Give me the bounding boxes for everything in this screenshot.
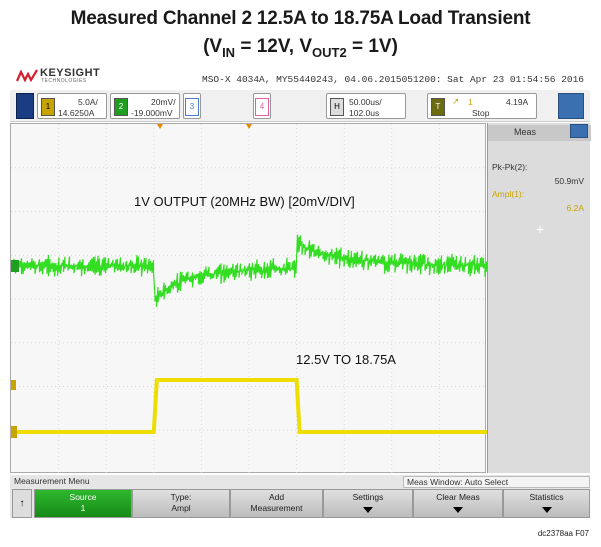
meas-name-ampl: Ampl(1): xyxy=(492,189,525,199)
meas-close-icon[interactable] xyxy=(570,124,588,138)
menu-title: Measurement Menu xyxy=(14,476,90,486)
meas-title: Meas xyxy=(514,127,537,137)
measurement-panel: Meas Pk-Pk(2): 50.9mV Ampl(1): 6.2A + xyxy=(487,123,591,473)
trigger-source: 1 xyxy=(468,97,473,107)
display-mode-icon[interactable] xyxy=(558,93,584,119)
channel-4-box[interactable]: 4 xyxy=(253,93,271,119)
brand-bar: KEYSIGHT TECHNOLOGIES MSO-X 4034A, MY554… xyxy=(10,63,590,87)
ch1-load-waveform xyxy=(11,378,487,434)
meas-value-ampl: 6.2A xyxy=(566,203,585,213)
statistics-softkey[interactable]: Statistics xyxy=(503,489,590,518)
ch1-ground-marker xyxy=(11,426,17,438)
chevron-down-icon xyxy=(541,507,552,513)
keysight-logo-icon xyxy=(16,69,38,83)
back-button[interactable]: ↑ xyxy=(12,489,32,518)
softkey-bar: Measurement Menu Meas Window: Auto Selec… xyxy=(10,475,590,518)
settings-softkey[interactable]: Settings xyxy=(323,489,413,518)
figure-code: dc2378aa F07 xyxy=(537,529,589,538)
trigger-key: T xyxy=(431,98,445,116)
meas-name-pkpk: Pk-Pk(2): xyxy=(492,162,528,172)
waveform-svg xyxy=(11,124,487,474)
ch1-trigger-level-marker xyxy=(11,380,16,390)
channel-1-scale: 5.0A/ xyxy=(78,97,98,107)
waveform-display: 1V OUTPUT (20MHz BW) [20mV/DIV] 12.5V TO… xyxy=(10,123,487,474)
horizontal-scale: 50.00us/ xyxy=(349,97,382,107)
trigger-box[interactable]: T ↗ 1 4.19A Stop xyxy=(427,93,537,119)
horizontal-box[interactable]: H 50.00us/ 102.0us xyxy=(326,93,406,119)
output-trace-label: 1V OUTPUT (20MHz BW) [20mV/DIV] xyxy=(134,194,355,209)
meas-header xyxy=(488,125,591,141)
trigger-edge-icon: ↗ xyxy=(452,96,460,106)
channel-3-number: 3 xyxy=(185,98,199,116)
ch2-ground-marker xyxy=(11,260,19,272)
model-info: MSO-X 4034A, MY55440243, 04.06.201505120… xyxy=(202,74,584,85)
horizontal-delay: 102.0us xyxy=(349,108,380,118)
brand-subtitle: TECHNOLOGIES xyxy=(41,78,87,84)
channel-1-icon[interactable] xyxy=(16,93,34,119)
chevron-down-icon xyxy=(363,507,373,513)
figure-subtitle: (VIN = 12V, VOUT2 = 1V) xyxy=(203,36,398,60)
brand-name: KEYSIGHT xyxy=(40,67,101,79)
source-softkey[interactable]: Source 1 xyxy=(34,489,132,518)
channel-2-offset: -19.000mV xyxy=(131,108,173,118)
load-trace-label: 12.5V TO 18.75A xyxy=(296,352,396,367)
channel-2-box[interactable]: 2 20mV/ -19.000mV xyxy=(110,93,180,119)
meas-window-status: Meas Window: Auto Select xyxy=(403,476,590,488)
clear-meas-softkey[interactable]: Clear Meas xyxy=(413,489,503,518)
delay-marker-icon xyxy=(246,124,252,129)
chevron-down-icon xyxy=(453,507,463,513)
ch2-output-waveform xyxy=(11,234,487,307)
channel-1-box[interactable]: 1 5.0A/ 14.6250A xyxy=(37,93,107,119)
channel-2-scale: 20mV/ xyxy=(151,97,176,107)
channel-3-box[interactable]: 3 xyxy=(183,93,201,119)
meas-value-pkpk: 50.9mV xyxy=(554,176,584,186)
channel-2-number: 2 xyxy=(114,98,128,116)
channel-bar: 1 5.0A/ 14.6250A 2 20mV/ -19.000mV 3 4 H… xyxy=(10,90,590,122)
trigger-mode: Stop xyxy=(472,108,490,118)
trigger-level: 4.19A xyxy=(506,97,529,107)
oscilloscope-screen: KEYSIGHT TECHNOLOGIES MSO-X 4034A, MY554… xyxy=(10,63,591,518)
channel-4-number: 4 xyxy=(255,98,269,116)
trigger-position-icon xyxy=(157,124,163,129)
horizontal-key: H xyxy=(330,98,344,116)
type-softkey[interactable]: Type: Ampl xyxy=(132,489,230,518)
channel-1-offset: 14.6250A xyxy=(58,108,95,118)
meas-add-icon[interactable]: + xyxy=(536,221,545,237)
figure-title: Measured Channel 2 12.5A to 18.75A Load … xyxy=(70,8,531,29)
channel-1-number: 1 xyxy=(41,98,55,116)
add-measurement-softkey[interactable]: Add Measurement xyxy=(230,489,323,518)
